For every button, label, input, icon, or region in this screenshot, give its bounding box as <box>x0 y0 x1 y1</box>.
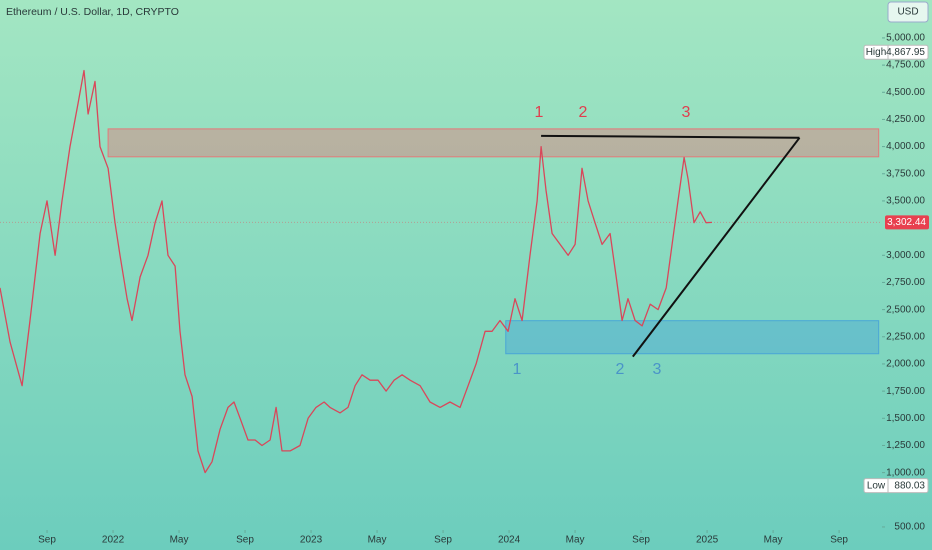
x-tick-label: 2022 <box>102 535 125 546</box>
x-tick-label: May <box>566 535 585 546</box>
x-tick-label: Sep <box>632 535 650 546</box>
y-tick-label: 1,500.00 <box>886 413 925 424</box>
x-tick-label: May <box>368 535 387 546</box>
x-tick-label: Sep <box>830 535 848 546</box>
y-tick-label: 1,750.00 <box>886 386 925 397</box>
annotation: 3 <box>682 104 691 121</box>
x-tick-label: 2025 <box>696 535 719 546</box>
last-price-label: 3,302.44 <box>887 217 926 228</box>
trendline <box>632 137 801 358</box>
low-value: 880.03 <box>894 480 925 491</box>
zone <box>505 320 880 355</box>
y-tick-label: 4,750.00 <box>886 60 925 71</box>
x-tick-label: Sep <box>434 535 452 546</box>
high-value: 4,867.95 <box>886 47 925 58</box>
currency-box[interactable] <box>887 1 929 23</box>
low-badge <box>863 478 929 494</box>
y-tick-label: 2,500.00 <box>886 304 925 315</box>
annotation: 2 <box>616 361 625 378</box>
trendline <box>541 134 800 139</box>
y-tick-label: 3,750.00 <box>886 168 925 179</box>
y-tick-label: 2,750.00 <box>886 277 925 288</box>
y-tick-label: 4,250.00 <box>886 114 925 125</box>
low-label: Low <box>867 480 886 491</box>
y-tick-label: 1,250.00 <box>886 440 925 451</box>
y-tick-label: 500.00 <box>894 522 925 533</box>
x-tick-label: May <box>764 535 783 546</box>
high-label: High <box>866 47 887 58</box>
annotation: 3 <box>653 361 662 378</box>
x-tick-label: Sep <box>236 535 254 546</box>
y-tick-label: 4,000.00 <box>886 141 925 152</box>
y-tick-label: 4,500.00 <box>886 87 925 98</box>
y-tick-label: 2,250.00 <box>886 331 925 342</box>
y-tick-label: 3,500.00 <box>886 196 925 207</box>
x-tick-label: May <box>170 535 189 546</box>
currency-label[interactable]: USD <box>897 7 918 18</box>
y-tick-label: 1,000.00 <box>886 467 925 478</box>
annotation: 1 <box>535 104 544 121</box>
y-tick-label: 5,000.00 <box>886 33 925 44</box>
y-tick-label: 2,000.00 <box>886 359 925 370</box>
y-tick-label: 3,000.00 <box>886 250 925 261</box>
high-badge <box>863 44 929 60</box>
x-tick-label: 2023 <box>300 535 323 546</box>
annotation: 1 <box>513 361 522 378</box>
last-price-badge <box>885 215 929 230</box>
x-tick-label: Sep <box>38 535 56 546</box>
x-tick-label: 2024 <box>498 535 521 546</box>
chart-title: Ethereum / U.S. Dollar, 1D, CRYPTO <box>6 6 179 18</box>
annotation: 2 <box>579 104 588 121</box>
price-line <box>0 69 713 474</box>
zone <box>107 128 880 158</box>
